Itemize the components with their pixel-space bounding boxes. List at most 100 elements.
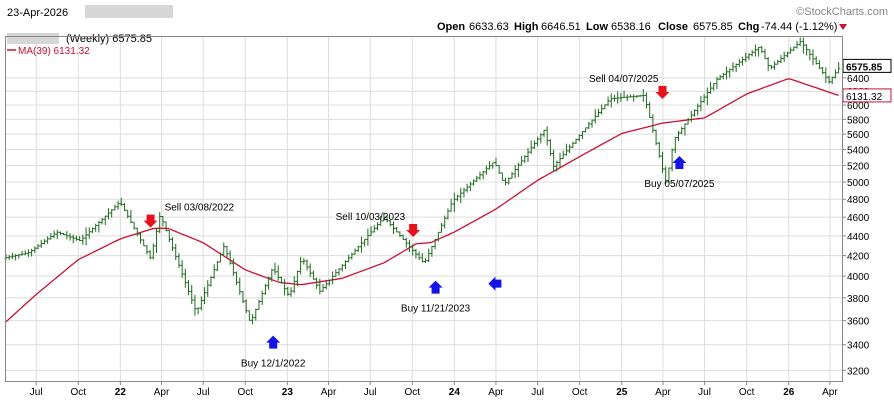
open-value: 6633.63	[469, 21, 509, 33]
price-bar	[747, 53, 751, 61]
price-bar	[596, 108, 601, 118]
price-bar	[126, 209, 130, 219]
open-label: Open	[437, 21, 465, 33]
price-bar	[526, 147, 530, 163]
price-bar	[58, 231, 63, 235]
price-bar	[817, 60, 822, 69]
watermark: ©StockCharts.com	[796, 6, 888, 18]
sell-label: Sell 03/08/2022	[165, 203, 235, 214]
price-bar	[119, 197, 123, 206]
tick-label-x: Apr	[655, 387, 671, 398]
price-bar	[404, 237, 408, 248]
price-bar	[407, 240, 412, 252]
price-bar	[760, 45, 764, 53]
price-bar	[532, 140, 536, 150]
price-bar	[827, 75, 831, 84]
price-bar	[564, 143, 569, 156]
price-bar	[353, 248, 357, 255]
price-bar	[39, 239, 43, 248]
price-bar	[494, 157, 498, 167]
price-bar	[708, 81, 713, 94]
price-bar	[190, 284, 194, 305]
price-bar	[142, 239, 146, 247]
price-bar	[548, 139, 553, 156]
price-bar	[7, 254, 11, 260]
price-bar	[81, 234, 85, 245]
tick-label-x: Jul	[30, 387, 43, 398]
price-bar	[766, 57, 770, 72]
price-bar	[138, 232, 143, 244]
price-bar	[225, 245, 229, 258]
price-bar	[266, 276, 271, 290]
tick-label-x: 23	[282, 387, 294, 398]
price-bar	[260, 290, 264, 306]
price-bar	[600, 104, 604, 115]
price-bar	[36, 243, 40, 250]
price-bar	[273, 262, 277, 275]
price-bar	[110, 209, 114, 218]
price-bar	[651, 114, 655, 134]
chg-value: -74.44 (-1.12%)	[761, 21, 837, 33]
price-bar	[363, 238, 367, 247]
price-bar	[497, 164, 501, 174]
price-bar	[100, 218, 104, 225]
price-bar	[372, 225, 376, 233]
low-label: Low	[586, 21, 608, 33]
buy-label: Buy 05/07/2025	[644, 179, 714, 190]
price-bar	[724, 66, 729, 80]
price-bar	[193, 294, 197, 316]
price-bar	[628, 94, 633, 98]
price-bar	[26, 249, 31, 257]
price-bar	[212, 264, 216, 279]
price-bar	[14, 253, 18, 261]
buy-label: Buy 12/1/2022	[241, 359, 306, 370]
ohlc-readout: Open 6633.63 High 6646.51 Low 6538.16 Cl…	[437, 21, 847, 33]
price-bar	[529, 140, 533, 155]
price-bar	[619, 92, 623, 102]
price-bar	[590, 119, 594, 128]
sell-label: Sell 10/03/2023	[336, 212, 406, 223]
price-bar	[430, 245, 434, 257]
buy-arrow-icon	[428, 280, 443, 294]
tick-label-y: 4200	[847, 252, 870, 263]
price-bar	[103, 215, 107, 225]
tick-label-y: 6000	[847, 101, 870, 112]
axis-layer: 3200 3400 3600 3800 4000 4200 4400 4600 4800 5000…	[30, 58, 892, 398]
price-bar	[471, 179, 476, 186]
price-bar	[196, 307, 200, 315]
price-bar	[257, 299, 261, 310]
price-bar	[798, 37, 802, 47]
sell-label: Sell 04/07/2025	[589, 74, 659, 85]
price-bar	[283, 278, 287, 296]
buy-arrow-icon	[672, 155, 687, 169]
price-bar	[331, 271, 335, 285]
price-bar	[606, 96, 610, 107]
price-bar	[696, 103, 700, 116]
price-bar	[420, 252, 424, 263]
price-bar	[792, 46, 796, 52]
price-bar	[648, 101, 652, 119]
price-bar	[209, 276, 213, 287]
ma-price-tag: 6131.32	[846, 92, 883, 103]
legend-ma-series: MA(39) 6131.32	[18, 46, 90, 57]
price-bar	[808, 49, 812, 61]
price-bar	[52, 230, 56, 239]
price-bar	[763, 49, 767, 60]
tick-label-x: Jul	[698, 387, 711, 398]
price-bar	[584, 127, 588, 133]
price-bar	[593, 109, 597, 124]
price-bar	[71, 234, 75, 244]
price-bar	[302, 258, 306, 265]
price-bar	[686, 118, 690, 125]
tick-label-x: 25	[616, 387, 628, 398]
price-bar	[811, 49, 815, 66]
price-bar	[292, 276, 296, 294]
price-bar	[638, 94, 642, 97]
tick-label-x: Apr	[822, 387, 838, 398]
price-bar	[46, 236, 50, 244]
price-bar	[555, 160, 559, 172]
price-bar	[244, 299, 248, 314]
price-bar	[740, 56, 745, 66]
price-bar	[180, 260, 184, 279]
